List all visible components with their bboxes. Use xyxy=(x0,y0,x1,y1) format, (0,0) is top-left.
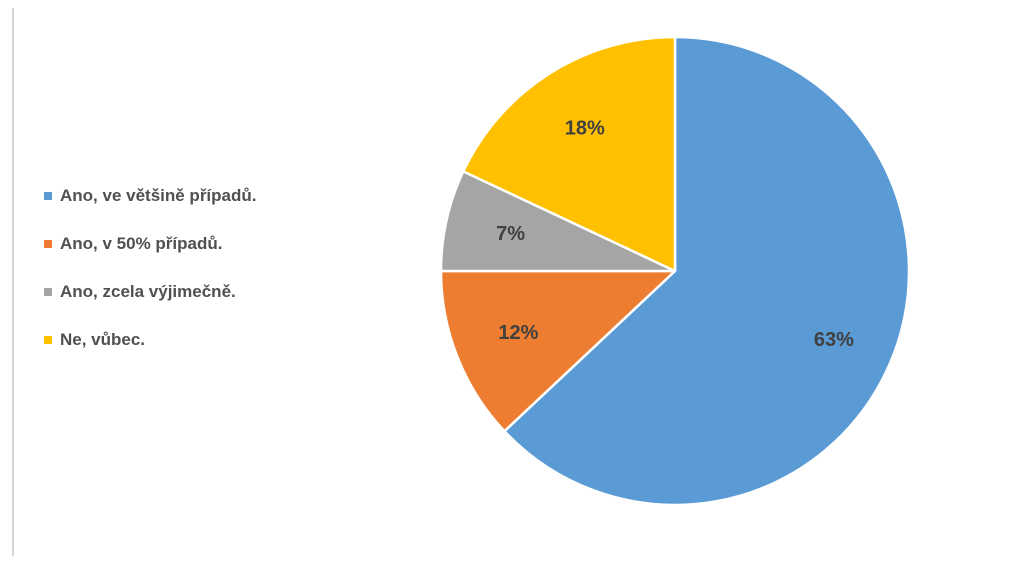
pie-slice xyxy=(503,35,911,507)
pie-slice xyxy=(439,269,677,433)
data-label: 18% xyxy=(565,118,605,140)
legend-item: Ne, vůbec. xyxy=(44,328,257,352)
legend: Ano, ve většině případů. Ano, v 50% příp… xyxy=(44,184,257,376)
legend-label: Ano, v 50% případů. xyxy=(60,234,223,253)
divider-line xyxy=(12,8,14,556)
pie-slice xyxy=(439,170,677,273)
legend-item: Ano, ve většině případů. xyxy=(44,184,257,208)
data-label: 12% xyxy=(498,322,538,344)
legend-swatch xyxy=(44,240,52,248)
legend-swatch xyxy=(44,288,52,296)
legend-item: Ano, v 50% případů. xyxy=(44,232,257,256)
pie-slice xyxy=(462,35,677,273)
legend-label: Ano, ve většině případů. xyxy=(60,186,257,205)
legend-label: Ano, zcela výjimečně. xyxy=(60,282,236,301)
data-label: 63% xyxy=(814,329,854,351)
legend-item: Ano, zcela výjimečně. xyxy=(44,280,257,304)
legend-swatch xyxy=(44,336,52,344)
legend-swatch xyxy=(44,192,52,200)
data-label: 7% xyxy=(496,223,525,245)
legend-label: Ne, vůbec. xyxy=(60,330,146,349)
